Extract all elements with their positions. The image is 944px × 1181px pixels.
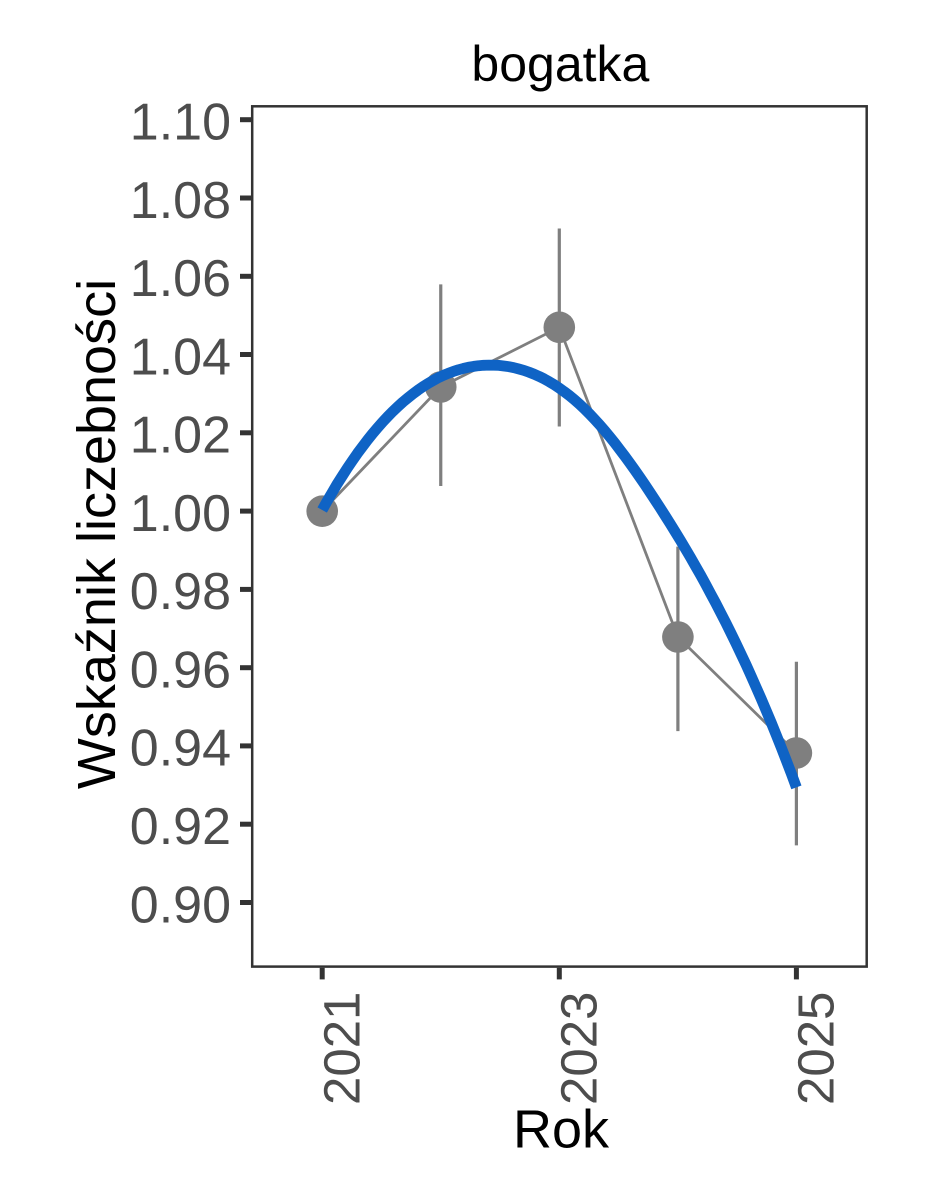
svg-text:2021: 2021 [314, 992, 371, 1105]
svg-text:0.96: 0.96 [130, 642, 231, 700]
svg-text:1.02: 1.02 [130, 407, 231, 465]
svg-text:0.94: 0.94 [130, 720, 231, 778]
svg-text:0.98: 0.98 [130, 563, 231, 621]
svg-text:2023: 2023 [551, 992, 608, 1105]
svg-text:bogatka: bogatka [471, 36, 649, 92]
svg-text:Rok: Rok [513, 1100, 610, 1160]
svg-text:2025: 2025 [788, 992, 845, 1105]
svg-text:1.10: 1.10 [130, 94, 231, 152]
svg-text:0.90: 0.90 [130, 876, 231, 934]
svg-text:1.08: 1.08 [130, 172, 231, 230]
svg-text:1.06: 1.06 [130, 250, 231, 308]
svg-text:0.92: 0.92 [130, 798, 231, 856]
svg-text:1.04: 1.04 [130, 328, 231, 386]
svg-text:1.00: 1.00 [130, 485, 231, 543]
svg-text:Wskaźnik liczebności: Wskaźnik liczebności [67, 279, 127, 789]
